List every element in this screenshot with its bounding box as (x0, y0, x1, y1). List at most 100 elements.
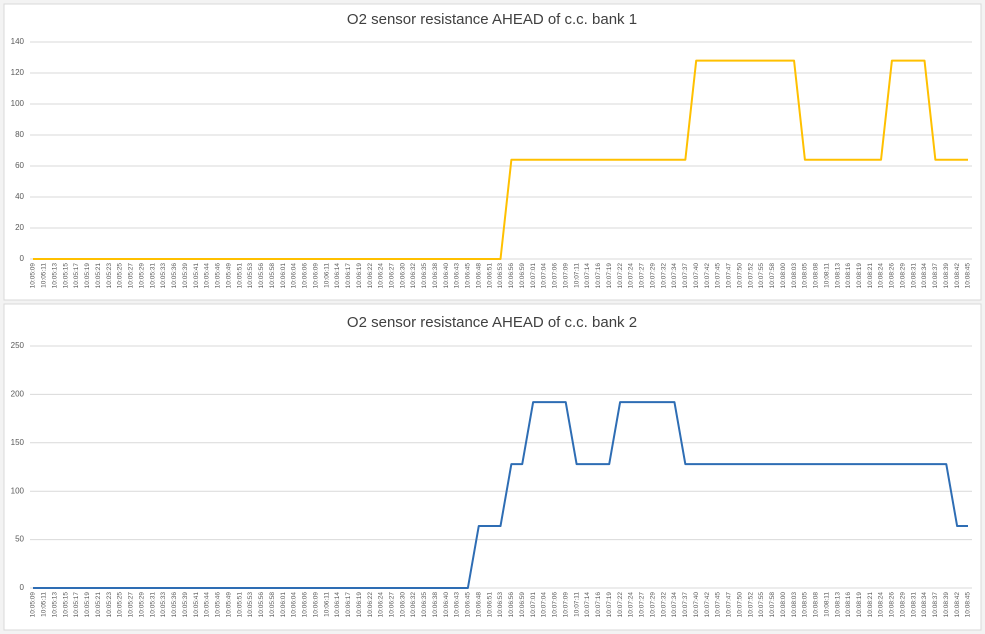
x-tick-label: 10:05:15 (62, 592, 69, 618)
x-tick-label: 10:08:16 (845, 592, 852, 618)
x-tick-label: 10:07:22 (617, 263, 624, 289)
x-tick-label: 10:06:06 (302, 592, 309, 618)
x-tick-label: 10:05:11 (41, 592, 48, 617)
y-tick-label: 0 (20, 254, 25, 263)
x-tick-label: 10:06:45 (465, 592, 472, 618)
x-tick-label: 10:06:27 (388, 263, 395, 289)
x-tick-label: 10:08:13 (834, 592, 841, 618)
x-tick-label: 10:07:40 (693, 263, 700, 289)
x-tick-label: 10:05:23 (106, 263, 113, 289)
x-tick-label: 10:05:46 (215, 263, 222, 289)
x-tick-label: 10:06:06 (302, 263, 309, 289)
x-tick-label: 10:07:34 (671, 592, 678, 618)
x-tick-label: 10:06:30 (399, 592, 406, 618)
x-tick-label: 10:05:21 (95, 592, 102, 618)
x-tick-label: 10:06:24 (378, 592, 385, 618)
x-tick-label: 10:06:40 (443, 263, 450, 289)
y-tick-label: 80 (15, 130, 24, 139)
x-tick-label: 10:08:21 (867, 592, 874, 618)
x-tick-label: 10:06:59 (519, 263, 526, 289)
x-tick-label: 10:06:22 (367, 592, 374, 618)
x-tick-label: 10:06:38 (432, 592, 439, 618)
x-tick-label: 10:07:50 (736, 263, 743, 289)
x-tick-label: 10:05:51 (236, 592, 243, 618)
x-tick-label: 10:07:52 (747, 263, 754, 289)
x-tick-label: 10:05:19 (84, 263, 91, 289)
x-tick-label: 10:07:01 (530, 263, 537, 289)
x-tick-label: 10:06:56 (508, 592, 515, 618)
x-tick-label: 10:05:51 (236, 263, 243, 289)
x-tick-label: 10:06:11 (323, 592, 330, 617)
x-tick-label: 10:07:32 (660, 263, 667, 289)
y-tick-label: 150 (11, 438, 25, 447)
x-tick-label: 10:06:01 (280, 263, 287, 289)
x-tick-label: 10:06:43 (454, 592, 461, 618)
x-tick-label: 10:07:09 (562, 592, 569, 618)
x-tick-label: 10:08:45 (965, 592, 972, 618)
x-tick-label: 10:05:44 (204, 592, 211, 618)
x-tick-label: 10:08:21 (867, 263, 874, 289)
x-tick-label: 10:05:33 (160, 592, 167, 618)
x-tick-label: 10:07:19 (606, 263, 613, 289)
x-tick-label: 10:07:47 (726, 263, 733, 289)
x-tick-label: 10:05:53 (247, 592, 254, 618)
x-tick-label: 10:08:00 (780, 592, 787, 618)
x-tick-label: 10:05:17 (73, 592, 80, 618)
x-tick-label: 10:07:24 (628, 592, 635, 618)
x-tick-label: 10:05:58 (269, 263, 276, 289)
x-tick-label: 10:07:55 (758, 592, 765, 618)
y-tick-label: 100 (11, 486, 25, 495)
x-tick-label: 10:07:06 (552, 263, 559, 289)
x-tick-label: 10:05:39 (182, 263, 189, 289)
y-tick-label: 40 (15, 192, 24, 201)
x-tick-label: 10:05:31 (149, 592, 156, 618)
x-tick-label: 10:08:19 (856, 592, 863, 618)
x-tick-label: 10:05:49 (225, 592, 232, 618)
x-tick-label: 10:06:32 (410, 592, 417, 618)
x-tick-label: 10:08:08 (813, 592, 820, 618)
x-tick-label: 10:07:19 (606, 592, 613, 618)
x-tick-label: 10:06:17 (345, 592, 352, 618)
x-tick-label: 10:08:13 (834, 263, 841, 289)
x-tick-label: 10:07:01 (530, 592, 537, 618)
x-tick-label: 10:06:38 (432, 263, 439, 289)
x-tick-label: 10:08:37 (932, 263, 939, 289)
x-tick-label: 10:05:58 (269, 592, 276, 618)
y-tick-label: 100 (11, 99, 25, 108)
x-tick-label: 10:08:45 (965, 263, 972, 289)
x-tick-label: 10:07:29 (649, 592, 656, 618)
chart-title: O2 sensor resistance AHEAD of c.c. bank … (347, 11, 637, 28)
x-tick-label: 10:08:29 (899, 592, 906, 618)
x-tick-label: 10:08:00 (780, 263, 787, 289)
x-tick-label: 10:07:27 (639, 263, 646, 289)
x-tick-label: 10:06:53 (497, 592, 504, 618)
x-tick-label: 10:08:29 (899, 263, 906, 289)
x-tick-label: 10:06:51 (486, 592, 493, 618)
x-tick-label: 10:07:11 (573, 592, 580, 617)
x-tick-label: 10:05:49 (225, 263, 232, 289)
x-tick-label: 10:06:59 (519, 592, 526, 618)
y-tick-label: 200 (11, 390, 25, 399)
x-tick-label: 10:06:48 (475, 263, 482, 289)
x-tick-label: 10:07:14 (584, 263, 591, 289)
x-tick-label: 10:05:27 (128, 592, 135, 618)
x-tick-label: 10:07:40 (693, 592, 700, 618)
x-tick-label: 10:06:01 (280, 592, 287, 618)
x-tick-label: 10:06:56 (508, 263, 515, 289)
x-tick-label: 10:07:34 (671, 263, 678, 289)
x-tick-label: 10:06:48 (475, 592, 482, 618)
x-tick-label: 10:05:56 (258, 592, 265, 618)
y-tick-label: 20 (15, 223, 24, 232)
x-tick-label: 10:07:14 (584, 592, 591, 618)
x-tick-label: 10:06:27 (388, 592, 395, 618)
x-tick-label: 10:08:34 (921, 263, 928, 289)
x-tick-label: 10:08:05 (802, 592, 809, 618)
x-tick-label: 10:08:26 (889, 592, 896, 618)
x-tick-label: 10:05:44 (204, 263, 211, 289)
data-line (33, 401, 968, 589)
x-tick-label: 10:05:36 (171, 592, 178, 618)
x-tick-label: 10:07:16 (595, 263, 602, 289)
x-tick-label: 10:05:33 (160, 263, 167, 289)
y-tick-label: 50 (15, 535, 24, 544)
